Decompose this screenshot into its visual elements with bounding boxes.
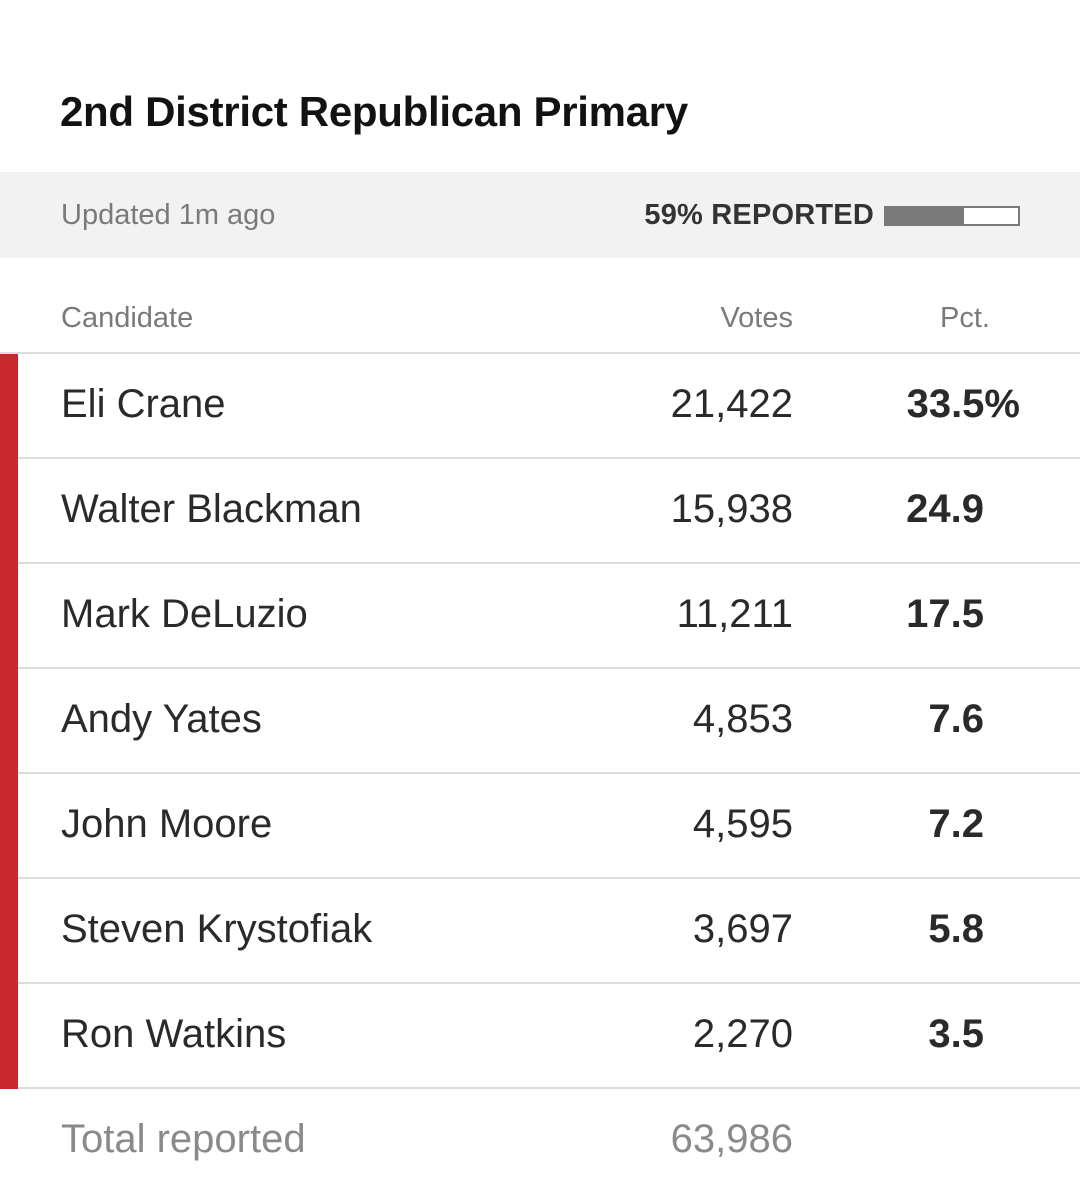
candidate-pct: 7.2 — [928, 802, 984, 846]
candidate-votes: 11,211 — [676, 592, 793, 636]
table-header: Candidate Votes Pct. — [0, 282, 1080, 354]
party-color-bar — [0, 774, 18, 879]
candidate-votes: 15,938 — [670, 487, 793, 531]
party-color-bar — [0, 879, 18, 984]
table-row: Steven Krystofiak 3,697 5.8 — [0, 879, 1080, 984]
candidate-name: Mark DeLuzio — [61, 592, 308, 636]
party-color-bar — [0, 459, 18, 564]
reporting-progress-fill — [886, 207, 964, 224]
candidate-votes: 3,697 — [692, 907, 793, 951]
candidate-name: John Moore — [61, 802, 273, 846]
results-table: Candidate Votes Pct. Eli Crane 21,422 33… — [0, 282, 1080, 1189]
candidate-pct: 33.5% — [906, 382, 1020, 426]
candidate-name: Andy Yates — [61, 697, 262, 741]
reporting-status: 59% REPORTED — [644, 199, 1020, 232]
updated-timestamp: Updated 1m ago — [61, 199, 276, 231]
candidate-votes: 2,270 — [692, 1012, 793, 1056]
candidate-name: Ron Watkins — [61, 1012, 287, 1056]
party-color-bar — [0, 354, 18, 459]
candidate-votes: 21,422 — [670, 382, 793, 426]
table-row: Ron Watkins 2,270 3.5 — [0, 984, 1080, 1089]
candidate-pct: 3.5 — [928, 1012, 984, 1056]
candidate-pct: 7.6 — [928, 697, 984, 741]
table-row: Mark DeLuzio 11,211 17.5 — [0, 564, 1080, 669]
candidate-name: Eli Crane — [61, 382, 226, 426]
party-color-bar — [0, 564, 18, 669]
candidate-name: Walter Blackman — [61, 487, 362, 531]
party-color-bar — [0, 669, 18, 774]
candidate-pct: 24.9 — [906, 487, 984, 531]
total-row: Total reported 63,986 — [0, 1089, 1080, 1189]
header-votes: Votes — [720, 302, 793, 334]
status-bar: Updated 1m ago 59% REPORTED — [0, 172, 1080, 258]
candidate-votes: 4,853 — [692, 697, 793, 741]
table-row: John Moore 4,595 7.2 — [0, 774, 1080, 879]
header-pct: Pct. — [940, 302, 990, 334]
table-row: Andy Yates 4,853 7.6 — [0, 669, 1080, 774]
candidate-pct: 5.8 — [928, 907, 984, 951]
page-title: 2nd District Republican Primary — [60, 88, 688, 135]
total-votes: 63,986 — [670, 1117, 793, 1161]
reported-label: 59% REPORTED — [644, 199, 874, 231]
candidate-name: Steven Krystofiak — [61, 907, 373, 951]
total-label: Total reported — [61, 1117, 306, 1161]
reporting-progress-bar — [884, 205, 1020, 226]
candidate-pct: 17.5 — [906, 592, 984, 636]
table-row: Walter Blackman 15,938 24.9 — [0, 459, 1080, 564]
header-candidate: Candidate — [61, 302, 194, 334]
table-row: Eli Crane 21,422 33.5% — [0, 354, 1080, 459]
candidate-votes: 4,595 — [692, 802, 793, 846]
party-color-bar — [0, 984, 18, 1089]
